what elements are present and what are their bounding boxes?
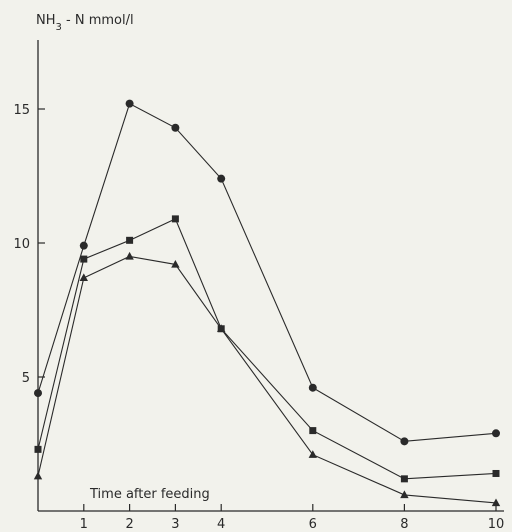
- data-point-triangle: [33, 471, 43, 480]
- data-point-square: [309, 427, 317, 435]
- x-tick-label: 8: [400, 517, 408, 532]
- y-axis-title-rest: - N mmol/l: [62, 13, 134, 28]
- data-point-square: [80, 255, 88, 263]
- data-point-circle: [492, 429, 500, 438]
- x-tick-label: 6: [309, 517, 317, 532]
- x-tick-label: 2: [125, 517, 133, 532]
- y-tick-label: 15: [13, 103, 30, 118]
- data-point-triangle: [79, 273, 88, 282]
- data-point-circle: [34, 389, 42, 398]
- data-point-square: [126, 236, 134, 244]
- y-axis-title: NH3 - N mmol/l: [36, 13, 134, 33]
- data-point-circle: [125, 99, 134, 108]
- data-point-triangle: [308, 450, 317, 458]
- x-tick-label: 1: [80, 517, 88, 532]
- y-axis-title-sub: 3: [56, 22, 62, 33]
- y-tick-label: 10: [13, 237, 30, 252]
- data-point-circle: [400, 437, 409, 446]
- data-point-square: [492, 469, 500, 477]
- x-axis-title: Time after feeding: [89, 487, 210, 502]
- x-tick-label: 4: [217, 517, 225, 532]
- series-line-circle: [37, 102, 497, 442]
- series-lines: [37, 102, 497, 504]
- data-point-square: [34, 445, 42, 453]
- data-point-triangle: [491, 498, 501, 507]
- data-point-square: [171, 215, 179, 223]
- data-point-triangle: [171, 259, 180, 268]
- data-point-triangle: [400, 490, 409, 499]
- data-point-triangle: [125, 251, 134, 260]
- data-point-circle: [79, 241, 88, 250]
- axes: [37, 40, 504, 512]
- data-point-circle: [308, 383, 317, 392]
- x-tick-label: 3: [171, 517, 179, 532]
- data-point-triangle: [217, 324, 226, 332]
- data-point-circle: [171, 123, 180, 132]
- series-line-triangle: [37, 255, 497, 504]
- data-point-circle: [217, 174, 226, 183]
- tick-labels: 5 10 15 1 2 3 4 6 8 10: [13, 103, 504, 532]
- x-tick-label: 10: [488, 517, 505, 532]
- data-point-square: [400, 475, 408, 483]
- y-tick-label: 5: [22, 371, 30, 386]
- y-axis-title-main: NH: [36, 13, 56, 28]
- series-markers: [33, 99, 501, 507]
- series-line-square: [37, 218, 497, 480]
